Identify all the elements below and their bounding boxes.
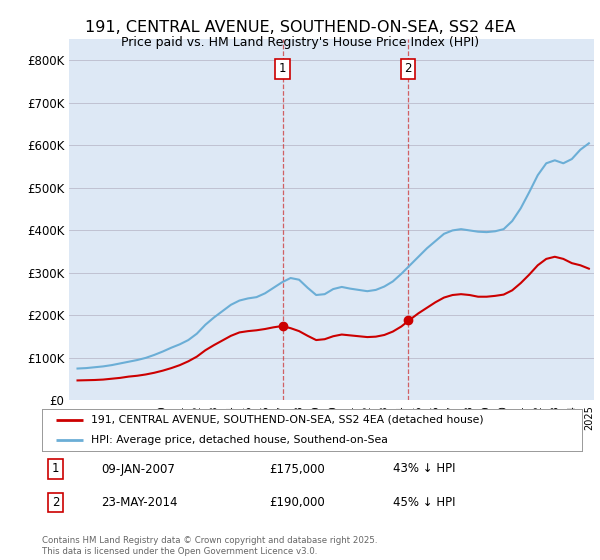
Text: 43% ↓ HPI: 43% ↓ HPI <box>393 463 455 475</box>
Text: 2: 2 <box>404 63 412 76</box>
Text: 191, CENTRAL AVENUE, SOUTHEND-ON-SEA, SS2 4EA: 191, CENTRAL AVENUE, SOUTHEND-ON-SEA, SS… <box>85 20 515 35</box>
Text: 1: 1 <box>279 63 286 76</box>
Text: HPI: Average price, detached house, Southend-on-Sea: HPI: Average price, detached house, Sout… <box>91 435 388 445</box>
Text: 45% ↓ HPI: 45% ↓ HPI <box>393 496 455 509</box>
Text: Contains HM Land Registry data © Crown copyright and database right 2025.
This d: Contains HM Land Registry data © Crown c… <box>42 536 377 556</box>
Text: 1: 1 <box>52 463 59 475</box>
Text: £190,000: £190,000 <box>269 496 325 509</box>
Text: £175,000: £175,000 <box>269 463 325 475</box>
Text: 191, CENTRAL AVENUE, SOUTHEND-ON-SEA, SS2 4EA (detached house): 191, CENTRAL AVENUE, SOUTHEND-ON-SEA, SS… <box>91 415 483 424</box>
Text: 09-JAN-2007: 09-JAN-2007 <box>101 463 175 475</box>
Text: Price paid vs. HM Land Registry's House Price Index (HPI): Price paid vs. HM Land Registry's House … <box>121 36 479 49</box>
Text: 23-MAY-2014: 23-MAY-2014 <box>101 496 178 509</box>
Text: 2: 2 <box>52 496 59 509</box>
